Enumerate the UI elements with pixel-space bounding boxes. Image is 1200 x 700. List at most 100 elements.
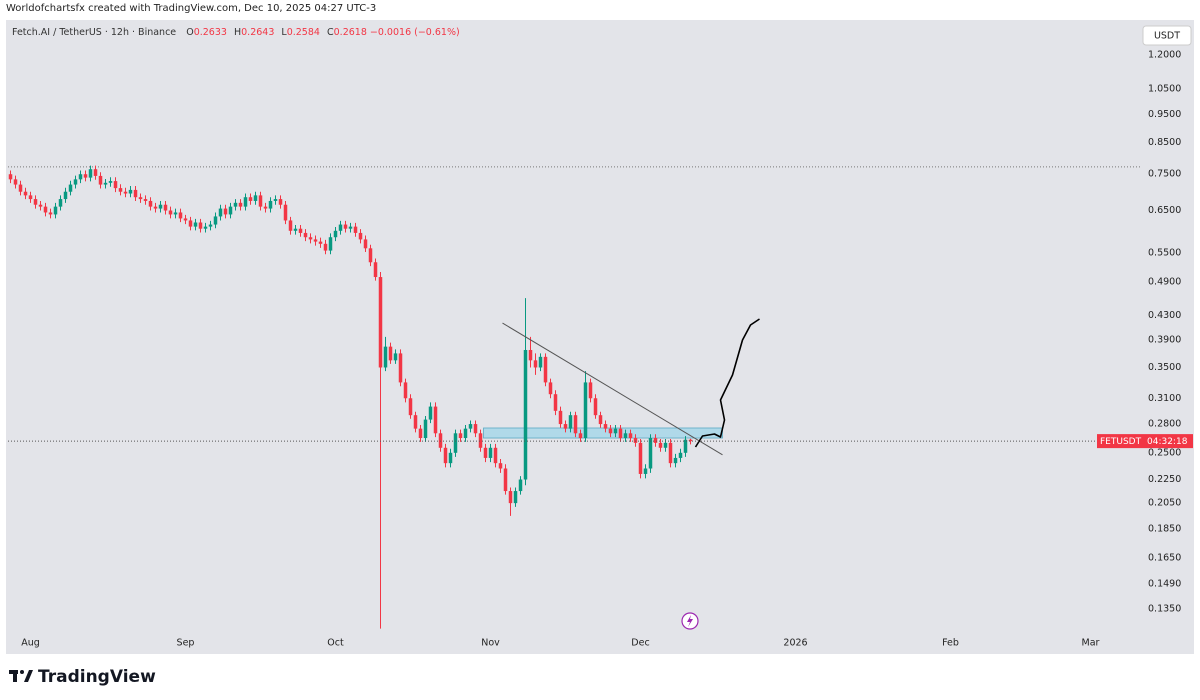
candle-body (673, 457, 678, 464)
y-tick-label: 0.9500 (1148, 109, 1181, 120)
candle-body (428, 406, 433, 420)
candle-body (48, 212, 53, 215)
y-tick-label: 0.2250 (1148, 474, 1181, 485)
x-tick-label: Sep (177, 638, 195, 649)
candle-body (373, 262, 378, 278)
x-tick-label: Nov (481, 638, 500, 649)
candle-body (58, 199, 63, 207)
ohlc-key: H (233, 27, 242, 38)
candle-body (13, 179, 18, 185)
y-tick-label: 0.1650 (1148, 553, 1181, 564)
legend: Fetch.AI / TetherUS · 12h · Binance O0.2… (12, 27, 460, 38)
projection (694, 318, 760, 448)
candle-body (368, 248, 373, 263)
candle-body (568, 415, 573, 429)
y-tick-label: 0.1490 (1148, 579, 1181, 590)
candle-body (448, 452, 453, 464)
candle-body (98, 175, 103, 185)
y-tick-label: 0.2050 (1148, 498, 1181, 509)
candle-body (628, 433, 633, 439)
y-tick-label: 0.3500 (1148, 362, 1181, 373)
y-tick-label: 0.3900 (1148, 335, 1181, 346)
candle-body (63, 191, 68, 200)
candle-body (173, 212, 178, 215)
candle-body (518, 479, 523, 492)
candle-body (188, 220, 193, 227)
candle-body (493, 447, 498, 464)
candle-body (318, 241, 323, 244)
candle-body (403, 382, 408, 399)
candle-body (453, 433, 458, 453)
x-tick-label: 2026 (783, 638, 807, 649)
candle-body (438, 433, 443, 448)
candle-body (658, 442, 663, 448)
candle-body (303, 232, 308, 238)
candle-body (588, 382, 593, 399)
candle-body (393, 353, 398, 361)
ohlc-value: 0.2643 (241, 27, 275, 38)
symbol: Fetch.AI / TetherUS · 12h · Binance (12, 27, 177, 38)
candle-body (473, 424, 478, 434)
candle-body (648, 438, 653, 469)
candle-body (633, 438, 638, 443)
candle-body (38, 204, 43, 207)
candle-body (558, 410, 563, 425)
candle-body (108, 181, 113, 183)
candle-body (613, 428, 618, 434)
ohlc-value: 0.2618 (333, 27, 367, 38)
candle-body (678, 452, 683, 458)
candle-body (523, 349, 528, 480)
candle-body (548, 382, 553, 395)
candle-body (343, 224, 348, 229)
y-tick-label: 0.2500 (1148, 447, 1181, 458)
x-tick-label: Dec (631, 638, 649, 649)
y-tick-label: 1.0500 (1148, 83, 1181, 94)
candle-body (123, 191, 128, 194)
change: −0.0016 (−0.61%) (369, 27, 460, 38)
candle-body (213, 216, 218, 225)
candle-body (128, 189, 133, 194)
candle-body (503, 468, 508, 492)
x-tick-label: Aug (21, 638, 40, 649)
candle-body (398, 353, 403, 383)
candle-body (388, 346, 393, 361)
candle-body (228, 206, 233, 215)
candle-body (268, 200, 273, 209)
y-tick-label: 0.2800 (1148, 419, 1181, 430)
caption: Worldofchartsfx created with TradingView… (6, 3, 377, 14)
candle-body (258, 195, 263, 207)
candle-body (618, 428, 623, 439)
candle-body (683, 439, 688, 453)
candle-body (528, 349, 533, 361)
candle-body (288, 220, 293, 231)
candle-body (88, 169, 93, 178)
candle-body (183, 218, 188, 221)
candle-body (93, 169, 98, 176)
candle-body (78, 174, 83, 180)
candle-body (148, 200, 153, 207)
candle-body (668, 442, 673, 464)
candle-body (663, 442, 668, 448)
candle-body (488, 447, 493, 458)
candle-body (168, 210, 173, 215)
candle-body (313, 239, 318, 242)
candle-body (43, 206, 48, 213)
candle-body (18, 184, 23, 192)
candle-body (8, 174, 13, 180)
candle-body (243, 197, 248, 207)
candle-body (273, 199, 278, 201)
candle-body (623, 433, 628, 439)
candle-body (293, 228, 298, 231)
candle-body (553, 394, 558, 411)
y-tick-label: 0.7500 (1148, 169, 1181, 180)
candle-body (418, 428, 423, 439)
candle-body (433, 406, 438, 434)
candle-body (688, 439, 693, 442)
candle-body (593, 398, 598, 416)
candle-body (153, 206, 158, 209)
candle-body (603, 424, 608, 429)
y-tick-label: 0.1850 (1148, 524, 1181, 535)
zone (483, 427, 723, 439)
y-tick-label: 0.5500 (1148, 247, 1181, 258)
